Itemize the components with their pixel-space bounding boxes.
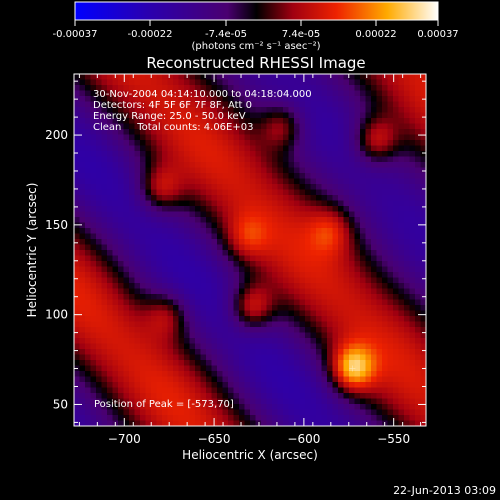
colorbar-ticks: -0.00037 -0.00022 -7.4e-05 7.4e-05 0.00022 0.… bbox=[53, 20, 459, 40]
colorbar-gradient bbox=[74, 1, 439, 21]
colorbar-tick-label: 0.00022 bbox=[355, 29, 396, 40]
colorbar-unit-label: (photons cm⁻² s⁻¹ asec⁻²) bbox=[191, 41, 320, 52]
info-energy-range: Energy Range: 25.0 - 50.0 keV bbox=[93, 111, 246, 122]
info-clean-counts: Clean Total counts: 4.06E+03 bbox=[93, 122, 253, 133]
info-detectors: Detectors: 4F 5F 6F 7F 8F, Att 0 bbox=[93, 100, 252, 111]
colorbar-tick-label: 0.00037 bbox=[417, 29, 458, 40]
colorbar-tick-label: 7.4e-05 bbox=[282, 29, 320, 40]
x-tick-label: −700 bbox=[108, 432, 141, 446]
colorbar-tick-label: -0.00022 bbox=[128, 29, 173, 40]
y-axis-label: Heliocentric Y (arcsec) bbox=[25, 183, 39, 318]
colorbar-tick-label: -7.4e-05 bbox=[205, 29, 247, 40]
colorbar: -0.00037 -0.00022 -7.4e-05 7.4e-05 0.00022 0.… bbox=[53, 1, 459, 52]
y-tick-label: 50 bbox=[53, 397, 68, 411]
peak-marker bbox=[349, 365, 356, 372]
y-tick-label: 100 bbox=[45, 308, 68, 322]
footer-date: 22-Jun-2013 03:09 bbox=[393, 484, 496, 497]
y-tick-label: 150 bbox=[45, 218, 68, 232]
heatmap-raster bbox=[74, 74, 426, 426]
y-axis: 50 100 150 200 bbox=[45, 80, 426, 423]
heatmap-image bbox=[74, 74, 426, 426]
colorbar-tick-label: -0.00037 bbox=[53, 29, 98, 40]
chart-title: Reconstructed RHESSI Image bbox=[146, 54, 365, 72]
x-tick-label: −650 bbox=[198, 432, 231, 446]
peak-cross bbox=[349, 365, 356, 372]
info-time-range: 30-Nov-2004 04:14:10.000 to 04:18:04.000 bbox=[93, 89, 312, 100]
y-tick-label: 200 bbox=[45, 128, 68, 142]
observation-info: 30-Nov-2004 04:14:10.000 to 04:18:04.000… bbox=[93, 89, 312, 133]
x-tick-label: −600 bbox=[287, 432, 320, 446]
plot-frame bbox=[73, 73, 427, 427]
x-axis-label: Heliocentric X (arcsec) bbox=[182, 448, 318, 462]
x-tick-label: −550 bbox=[377, 432, 410, 446]
peak-position-label: Position of Peak = [-573,70] bbox=[94, 399, 234, 410]
x-axis: −700 −650 −600 −550 bbox=[78, 74, 422, 446]
